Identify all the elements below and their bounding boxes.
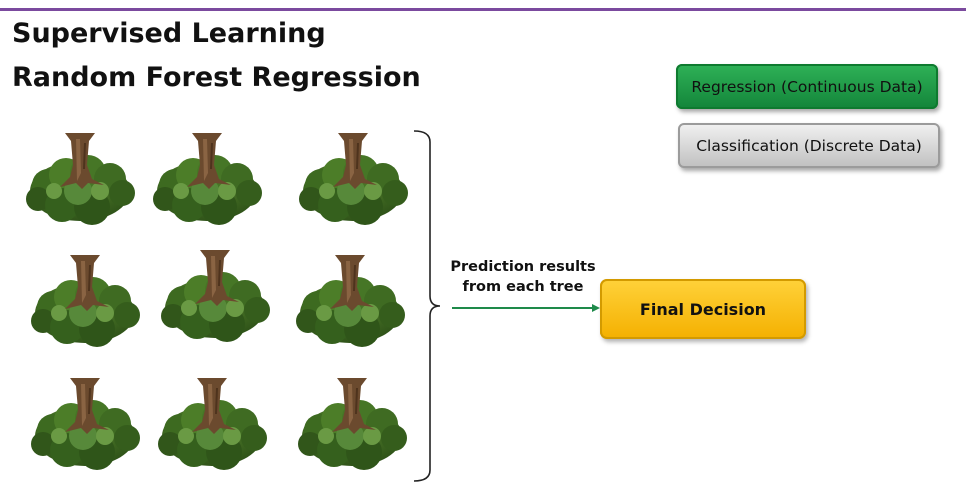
arrow-head-icon xyxy=(592,304,600,312)
tree-icon xyxy=(26,133,135,225)
final-decision-bg xyxy=(600,279,806,339)
tree-icon xyxy=(158,378,267,470)
tree-icon xyxy=(299,133,408,225)
tree-grid xyxy=(26,133,408,470)
prediction-label-line1: Prediction results xyxy=(450,259,596,275)
page-title: Supervised Learning xyxy=(12,18,326,49)
regression-pill-bg xyxy=(676,64,938,109)
tree-icon xyxy=(31,378,140,470)
grouping-brace xyxy=(413,130,441,482)
classification-pill-bg xyxy=(678,123,940,168)
tree-icon xyxy=(31,255,140,347)
classification-badge: Classification (Discrete Data) xyxy=(678,123,940,168)
tree-icon xyxy=(153,133,262,225)
prediction-results-label: Prediction results from each tree xyxy=(440,257,606,297)
final-decision-box: Final Decision xyxy=(600,279,806,339)
tree-icon xyxy=(296,255,405,347)
top-accent-bar xyxy=(0,0,966,11)
regression-badge: Regression (Continuous Data) xyxy=(676,64,938,109)
page-subtitle: Random Forest Regression xyxy=(12,62,421,93)
tree-icon xyxy=(161,250,270,342)
tree-icon xyxy=(298,378,407,470)
prediction-label-line2: from each tree xyxy=(462,279,584,295)
